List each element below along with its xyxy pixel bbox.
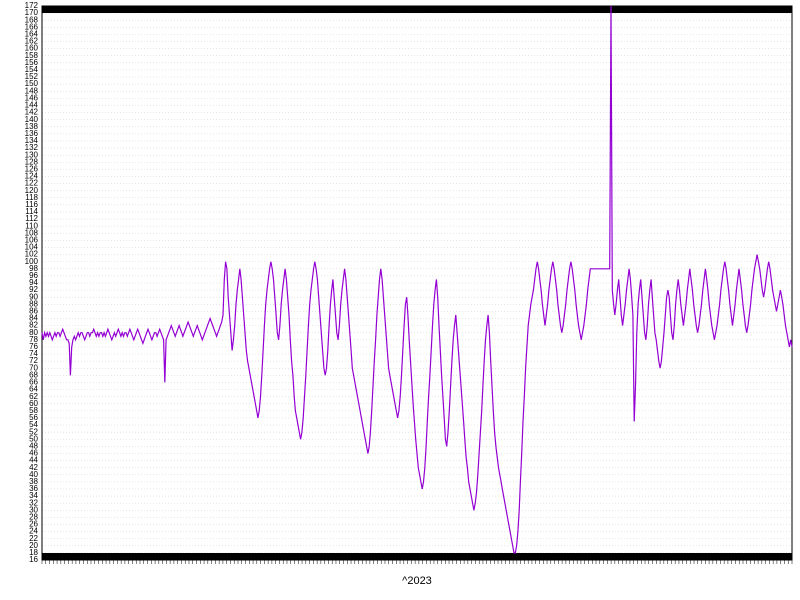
x-axis-ticks (42, 560, 792, 564)
bottom-tick-band (42, 553, 792, 560)
y-axis-labels: 1618202224262830323436384042444648505254… (25, 1, 39, 564)
gridlines (42, 6, 792, 560)
top-tick-band (42, 6, 792, 13)
chart-container: 1618202224262830323436384042444648505254… (0, 0, 800, 600)
data-series-line (42, 6, 792, 553)
x-axis-label: ^2023 (402, 575, 432, 587)
timeseries-chart: 1618202224262830323436384042444648505254… (0, 0, 800, 600)
y-tick-label: 172 (25, 1, 39, 10)
